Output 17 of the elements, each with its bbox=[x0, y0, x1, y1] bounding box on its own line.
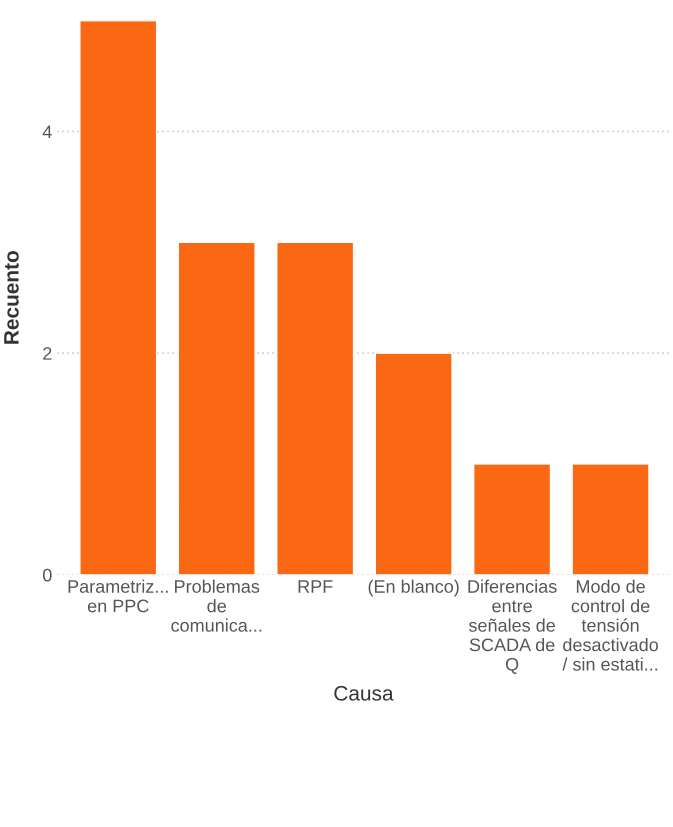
x-tick-label: Problemas de comunica... bbox=[171, 580, 262, 632]
y-axis-title: Recuento bbox=[4, 251, 19, 344]
x-tick-label: Modo de control de tensión desactivado / sin estati... bbox=[562, 580, 658, 671]
x-tick-label: RPF bbox=[298, 580, 333, 593]
x-axis-title: Causa bbox=[334, 686, 394, 701]
x-tick-label: Parametriz... en PPC bbox=[68, 580, 168, 612]
bar bbox=[473, 463, 552, 575]
bar bbox=[276, 242, 354, 575]
y-tick-label: 2 bbox=[43, 347, 52, 360]
x-tick-label: (En blanco) bbox=[368, 580, 459, 596]
bar bbox=[178, 242, 256, 575]
bar bbox=[571, 463, 650, 575]
bar bbox=[79, 20, 158, 575]
y-tick-label: 4 bbox=[42, 126, 52, 138]
x-tick-label: Diferencias entre señales de SCADA de Q bbox=[468, 580, 557, 674]
y-tick-label: 0 bbox=[43, 568, 52, 582]
bar bbox=[374, 352, 453, 575]
